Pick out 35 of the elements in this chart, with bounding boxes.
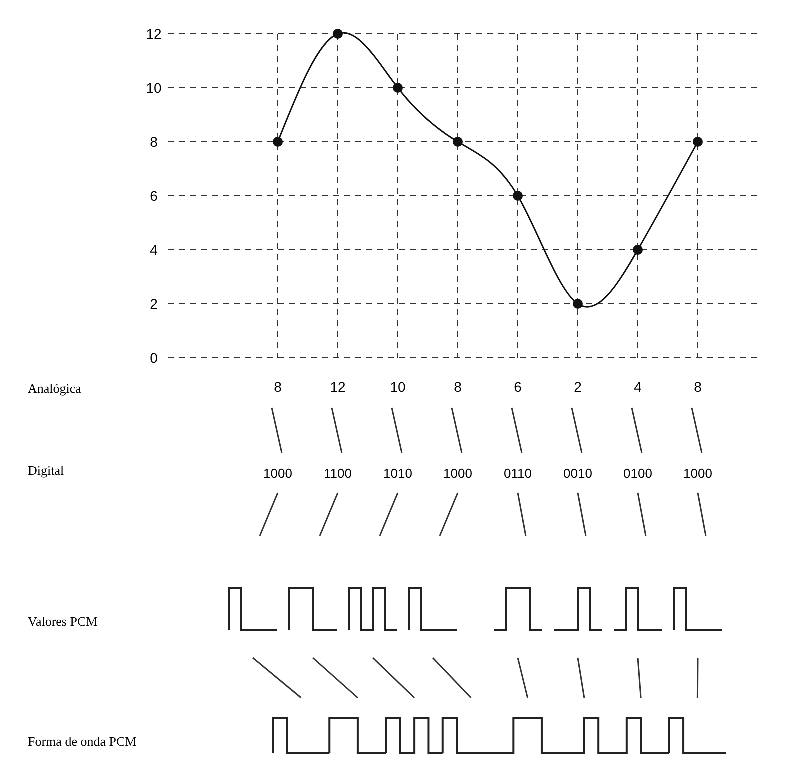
point (693, 137, 703, 147)
text: Digital (28, 463, 64, 478)
point (333, 29, 343, 39)
text: 1100 (324, 466, 352, 481)
y-tick-label: 0 (150, 350, 158, 366)
x-tick-label: 12 (330, 379, 346, 395)
point (633, 245, 643, 255)
point (513, 191, 523, 201)
x-tick-label: 8 (454, 379, 462, 395)
point (453, 137, 463, 147)
point (273, 137, 283, 147)
x-tick-label: 6 (514, 379, 522, 395)
text: 1010 (384, 466, 412, 481)
y-tick-label: 4 (150, 242, 158, 258)
text: 1000 (444, 466, 472, 481)
y-tick-label: 8 (150, 134, 158, 150)
text: 1000 (264, 466, 292, 481)
y-tick-label: 6 (150, 188, 158, 204)
text: Forma de onda PCM (28, 734, 138, 749)
x-tick-label: 2 (574, 379, 582, 395)
x-tick-label: 8 (274, 379, 282, 395)
text: 0100 (624, 466, 652, 481)
point (393, 83, 403, 93)
text: 0110 (504, 466, 532, 481)
x-tick-label: 4 (634, 379, 642, 395)
x-tick-label: 8 (694, 379, 702, 395)
x-tick-label: 10 (390, 379, 406, 395)
text: Analógica (28, 381, 82, 396)
y-tick-label: 12 (146, 26, 162, 42)
y-tick-label: 10 (146, 80, 162, 96)
text: 1000 (684, 466, 712, 481)
point (573, 299, 583, 309)
text: Valores PCM (28, 614, 98, 629)
text: 0010 (564, 466, 592, 481)
y-tick-label: 2 (150, 296, 158, 312)
